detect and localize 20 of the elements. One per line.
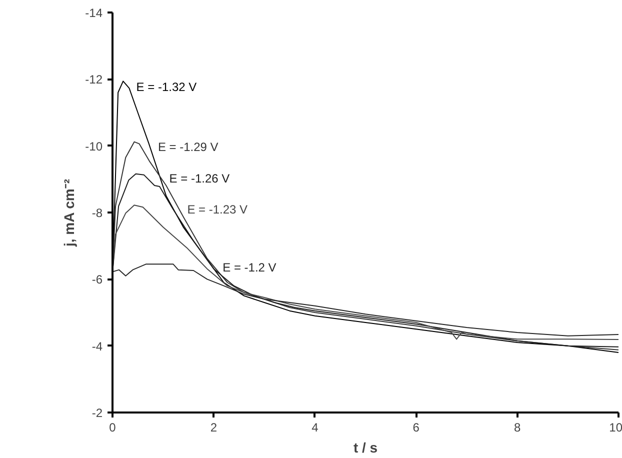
x-tick-label: 0	[109, 420, 116, 434]
y-tick-label: -8	[92, 206, 103, 220]
x-tick-label: 8	[514, 420, 521, 434]
x-tick-label: 2	[210, 420, 218, 434]
series-label: E = -1.2 V	[222, 260, 276, 274]
text: E = -1.23 V	[187, 202, 248, 216]
x-axis-title: t / s	[353, 440, 378, 456]
x-tick-label: 4	[312, 420, 319, 434]
y-tick-label: -10	[85, 139, 103, 154]
series-label: E = -1.26 V	[169, 171, 230, 186]
y-tick-label: -6	[92, 272, 103, 287]
y-tick-label: -12	[85, 72, 103, 87]
y-tick-label: -4	[92, 339, 103, 354]
y-tick-label: -14	[85, 6, 103, 20]
y-tick-label: -2	[92, 406, 103, 420]
y-axis-title: j, mA cm⁻²	[61, 178, 78, 248]
x-tick-label: 10	[609, 420, 622, 434]
x-tick-label: 6	[412, 420, 420, 434]
series-label: E = -1.32 V	[136, 80, 197, 94]
series-label: E = -1.29 V	[158, 140, 218, 154]
